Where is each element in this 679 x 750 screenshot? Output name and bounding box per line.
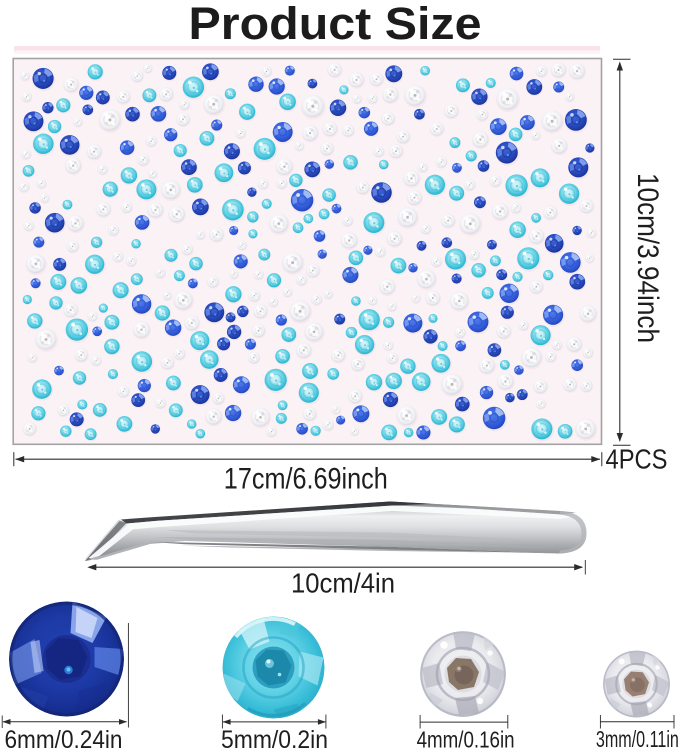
svg-text:10cm/3.94inch: 10cm/3.94inch bbox=[631, 173, 664, 343]
svg-text:6mm/0.24in: 6mm/0.24in bbox=[5, 726, 123, 750]
svg-text:3mm/0.11in: 3mm/0.11in bbox=[596, 726, 679, 750]
svg-text:5mm/0.2in: 5mm/0.2in bbox=[221, 726, 328, 750]
svg-text:10cm/4in: 10cm/4in bbox=[291, 567, 395, 598]
svg-text:4mm/0.16in: 4mm/0.16in bbox=[417, 727, 515, 750]
svg-text:4PCS: 4PCS bbox=[606, 443, 668, 474]
svg-text:17cm/6.69inch: 17cm/6.69inch bbox=[224, 463, 388, 496]
svg-text:Product Size: Product Size bbox=[189, 0, 482, 49]
